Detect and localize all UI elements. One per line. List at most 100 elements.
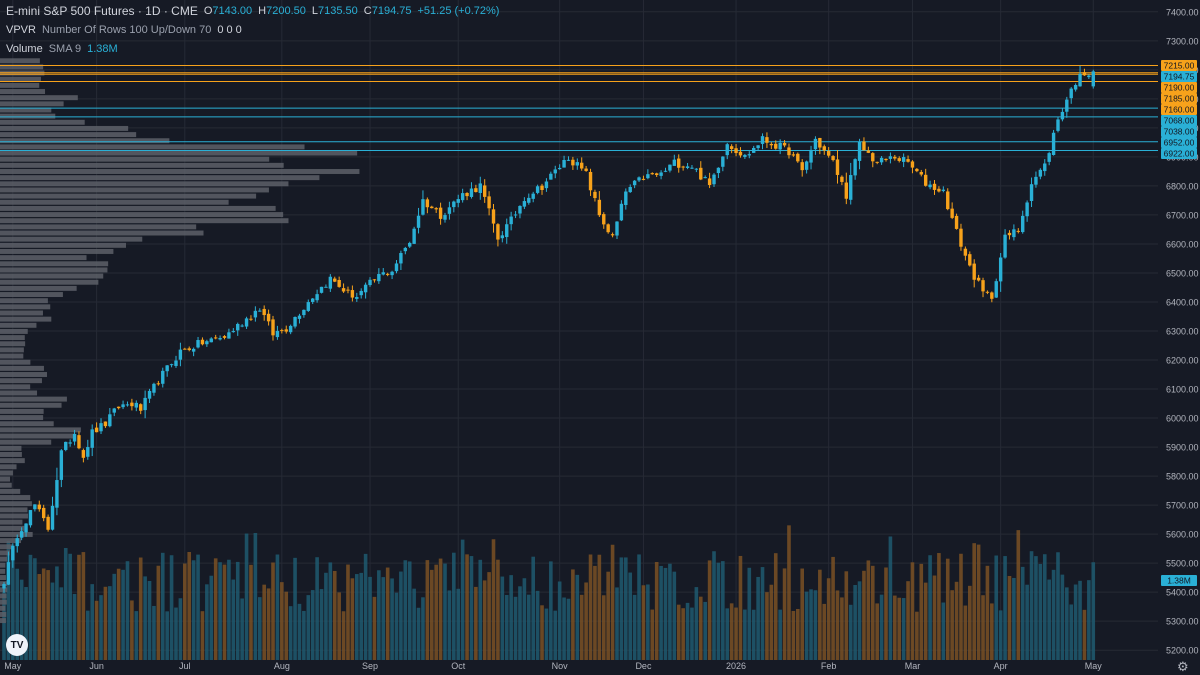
volume-bar <box>579 594 584 660</box>
candle-body <box>178 349 183 360</box>
candle <box>738 147 743 158</box>
volume-profile-row <box>0 58 40 64</box>
candle-body <box>835 159 840 175</box>
volume-bar <box>63 548 68 660</box>
candle-body <box>218 337 222 340</box>
candle <box>130 398 134 411</box>
candle <box>288 324 293 335</box>
candle-body <box>654 173 659 176</box>
vpvr-name: VPVR <box>6 24 36 36</box>
candle-body <box>646 174 650 179</box>
candle <box>998 253 1003 292</box>
candle-body <box>619 203 624 221</box>
volume-bar <box>213 558 218 660</box>
candle <box>59 449 64 488</box>
volume-indicator-row[interactable]: Volume SMA 9 1.38M <box>6 42 499 57</box>
candle <box>1091 69 1095 89</box>
candle-body <box>1029 184 1034 202</box>
candle-body <box>1021 215 1025 233</box>
candle-body <box>968 254 972 266</box>
time-tick-label: May <box>4 661 22 671</box>
volume-bar <box>597 554 602 660</box>
candle <box>809 145 813 170</box>
gear-icon[interactable]: ⚙ <box>1177 659 1189 674</box>
volume-profile-row <box>0 562 6 568</box>
volume-bar <box>108 586 112 660</box>
candle-body <box>108 414 112 427</box>
volume-profile-row <box>0 175 320 181</box>
candle-body <box>707 178 712 185</box>
candle <box>831 155 835 162</box>
volume-bar <box>72 593 77 660</box>
candle-body <box>641 178 646 180</box>
price-tick-label: 6100.00 <box>1166 385 1199 395</box>
volume-profile-row <box>0 236 143 242</box>
volume-bar <box>1056 552 1060 660</box>
time-tick-label: Aug <box>274 661 290 671</box>
volume-bar <box>910 562 915 660</box>
candle <box>209 337 213 343</box>
candle-body <box>112 408 116 413</box>
candle-body <box>954 215 959 229</box>
candle-body <box>408 242 412 247</box>
candle <box>64 441 68 452</box>
vpvr-indicator-row[interactable]: VPVR Number Of Rows 100 Up/Down 70 0 0 0 <box>6 23 499 38</box>
candle <box>650 172 654 175</box>
candle <box>469 182 474 199</box>
price-tag-bg <box>1161 70 1197 82</box>
symbol-title[interactable]: E-mini S&P 500 Futures · 1D · CME <box>6 4 198 18</box>
volume-bar <box>1020 566 1025 660</box>
volume-bar <box>624 557 628 660</box>
candle-body <box>399 253 403 264</box>
candle <box>324 284 328 288</box>
candle-body <box>1065 99 1069 112</box>
volume-bar <box>368 576 372 660</box>
volume-profile-row <box>0 525 25 531</box>
volume-profile-row <box>0 273 104 279</box>
volume-bar <box>1042 554 1047 660</box>
candle-body <box>893 156 897 159</box>
volume-bar <box>183 563 187 660</box>
candle <box>950 202 954 220</box>
tradingview-logo-icon[interactable]: TV <box>6 634 28 656</box>
candle <box>646 169 650 180</box>
candle-body <box>152 383 156 393</box>
volume-bar <box>963 605 968 660</box>
candle-body <box>403 247 408 252</box>
candle <box>434 207 438 213</box>
candle-body <box>169 364 174 366</box>
candle-body <box>324 286 328 288</box>
volume-profile-row <box>0 482 12 488</box>
candle-body <box>438 207 443 219</box>
volume-bar <box>994 555 999 660</box>
candle <box>103 421 108 428</box>
volume-bar <box>465 554 469 660</box>
volume-bar <box>937 553 941 660</box>
candle-body <box>319 286 324 293</box>
candle-body <box>513 214 518 216</box>
candle-body <box>72 433 77 442</box>
volume-bar <box>275 554 280 660</box>
volume-bar <box>59 587 64 660</box>
candle-body <box>535 186 540 193</box>
volume-bar <box>324 572 328 660</box>
candle <box>853 158 857 180</box>
candle-body <box>434 208 438 210</box>
price-tick-label: 5800.00 <box>1166 472 1199 482</box>
volume-bar <box>346 564 350 660</box>
candle-body <box>253 310 258 318</box>
candle <box>112 407 116 417</box>
symbol-row[interactable]: E-mini S&P 500 Futures · 1D · CME O7143.… <box>6 4 499 19</box>
candle <box>862 137 866 151</box>
candle <box>826 147 831 158</box>
volume-profile-row <box>0 599 7 605</box>
candle-body <box>796 153 800 162</box>
candle <box>403 246 408 255</box>
candle-body <box>236 323 240 331</box>
volume-profile-row <box>0 575 6 580</box>
candle-body <box>161 370 165 384</box>
candle-body <box>826 150 831 156</box>
volume-profile-row <box>0 335 25 341</box>
volume-bar <box>769 584 774 660</box>
